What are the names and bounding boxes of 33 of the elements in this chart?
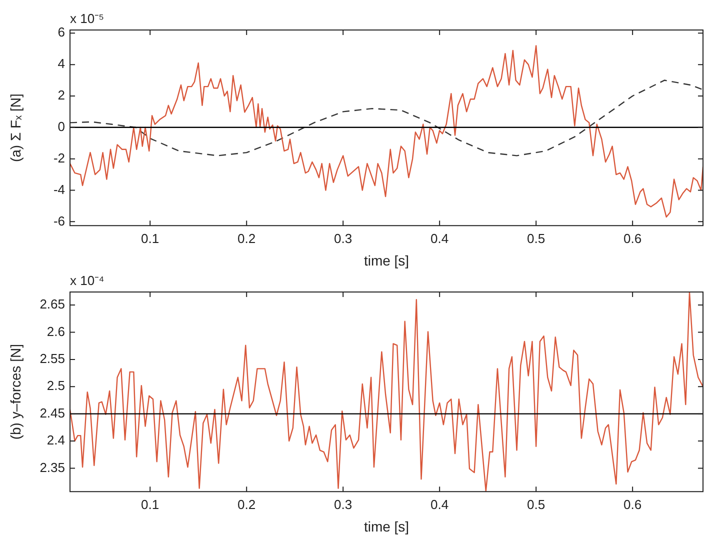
x-tick-label: 0.4 xyxy=(430,230,449,246)
y-tick-label: -6 xyxy=(53,213,65,228)
y-tick-label: 2.45 xyxy=(40,405,65,420)
x-axis-title: time [s] xyxy=(364,252,410,268)
y-tick-label: -4 xyxy=(53,182,65,197)
y-axis-title: (a) Σ Fₓ [N] xyxy=(7,94,24,162)
y-tick-label: 4 xyxy=(58,56,65,72)
x-tick-label: 0.2 xyxy=(238,230,256,246)
y-tick-label: -2 xyxy=(53,150,65,166)
text: x 10⁻⁴ xyxy=(70,273,104,288)
x-tick-label: 0.2 xyxy=(238,496,256,512)
y-axis-title: (b) y–forces [N] xyxy=(7,344,24,440)
y-tick-label: 6 xyxy=(58,24,65,40)
y-tick-label: 2 xyxy=(58,88,65,103)
x-tick-label: 0.6 xyxy=(624,496,642,512)
line-series xyxy=(70,80,703,156)
x-tick-label: 0.3 xyxy=(334,230,352,246)
x-tick-label: 0.3 xyxy=(334,496,352,512)
x-tick-label: 0.1 xyxy=(141,230,160,246)
x-axis-title: time [s] xyxy=(364,518,410,534)
x-tick-label: 0.5 xyxy=(527,230,546,246)
x-tick-label: 0.5 xyxy=(527,496,546,512)
text: x 10⁻⁵ xyxy=(70,11,104,26)
y-tick-label: 2.5 xyxy=(46,378,65,394)
y-tick-label: 2.6 xyxy=(46,324,65,339)
x-tick-label: 0.1 xyxy=(141,496,160,512)
y-tick-label: 2.35 xyxy=(40,460,65,475)
y-tick-label: 2.4 xyxy=(46,432,65,448)
x-tick-label: 0.6 xyxy=(624,230,642,246)
y-tick-label: 2.55 xyxy=(40,351,65,366)
x-tick-label: 0.4 xyxy=(430,496,449,512)
y-tick-label: 2.65 xyxy=(40,296,65,312)
y-tick-label: 0 xyxy=(58,118,65,134)
